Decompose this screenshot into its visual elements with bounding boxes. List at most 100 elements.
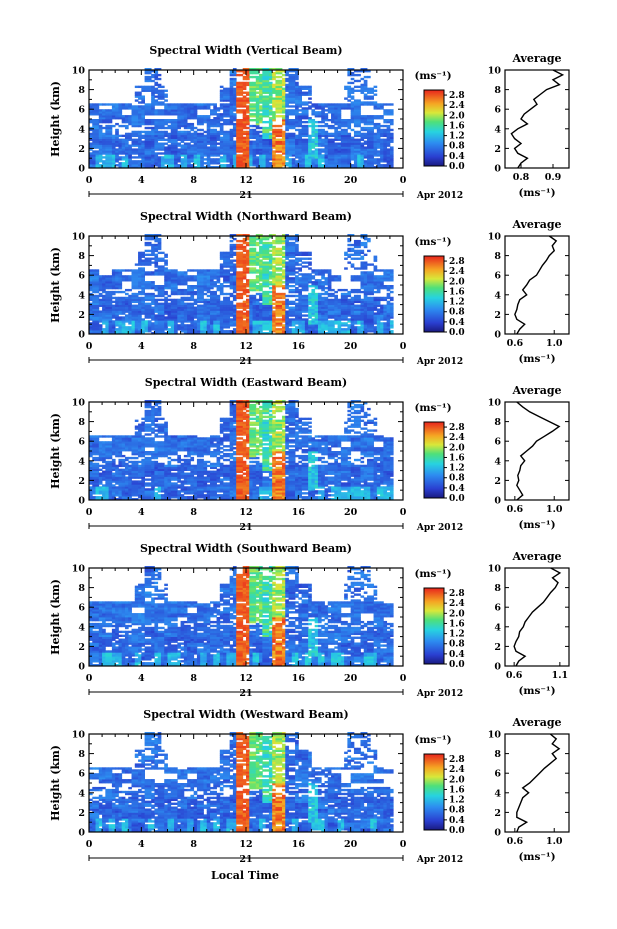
heatmap-cell bbox=[239, 310, 244, 313]
heatmap-cell bbox=[317, 130, 322, 134]
heatmap-cell bbox=[118, 103, 123, 106]
heatmap-cell bbox=[252, 279, 257, 282]
heatmap-cell bbox=[223, 122, 227, 126]
heatmap-cell bbox=[350, 97, 355, 100]
heatmap-cell bbox=[216, 119, 221, 122]
heatmap-cell bbox=[331, 134, 335, 138]
heatmap-cell bbox=[246, 130, 250, 134]
heatmap-cell bbox=[177, 324, 181, 327]
heatmap-cell bbox=[380, 124, 384, 128]
heatmap-cell bbox=[265, 120, 270, 124]
heatmap-cell bbox=[210, 166, 214, 169]
heatmap-cell bbox=[268, 75, 273, 79]
heatmap-cell bbox=[115, 122, 119, 126]
heatmap-cell bbox=[164, 154, 168, 157]
heatmap-cell bbox=[331, 115, 335, 118]
heatmap-cell bbox=[98, 111, 103, 114]
heatmap-cell bbox=[200, 119, 204, 122]
heatmap-cell bbox=[89, 298, 93, 302]
heatmap-cell bbox=[331, 148, 335, 151]
heatmap-cell bbox=[350, 156, 355, 159]
heatmap-cell bbox=[262, 73, 267, 77]
heatmap-cell bbox=[213, 150, 217, 153]
heatmap-cell bbox=[177, 124, 181, 128]
heatmap-cell bbox=[278, 148, 283, 151]
heatmap-cell bbox=[281, 111, 286, 114]
heatmap-cell bbox=[321, 154, 325, 157]
heatmap-cell bbox=[151, 73, 155, 77]
heatmap-cell bbox=[291, 136, 296, 139]
heatmap-cell bbox=[183, 109, 188, 112]
heatmap-cell bbox=[138, 122, 142, 126]
heatmap-cell bbox=[389, 166, 394, 169]
heatmap-cell bbox=[291, 124, 296, 128]
heatmap-cell bbox=[376, 130, 381, 134]
heatmap-cell bbox=[144, 257, 149, 260]
heatmap-cell bbox=[170, 134, 175, 138]
heatmap-cell bbox=[154, 156, 159, 159]
heatmap-cell bbox=[285, 144, 289, 147]
heatmap-cell bbox=[363, 119, 368, 122]
heatmap-cell bbox=[308, 93, 312, 96]
heatmap-cell bbox=[151, 164, 155, 167]
heatmap-cell bbox=[249, 97, 253, 100]
heatmap-cell bbox=[151, 144, 155, 147]
heatmap-cell bbox=[360, 87, 365, 90]
heatmap-cell bbox=[337, 130, 342, 134]
heatmap-cell bbox=[206, 148, 211, 151]
heatmap-cell bbox=[170, 130, 175, 134]
heatmap-cell bbox=[288, 146, 293, 149]
heatmap-cell bbox=[321, 109, 325, 112]
heatmap-cell bbox=[164, 267, 168, 270]
heatmap-cell bbox=[321, 103, 325, 106]
heatmap-cell bbox=[278, 128, 283, 132]
heatmap-cell bbox=[386, 140, 391, 143]
heatmap-cell bbox=[370, 89, 374, 92]
heatmap-cell bbox=[154, 154, 159, 157]
heatmap-cell bbox=[317, 136, 322, 139]
heatmap-cell bbox=[295, 91, 299, 94]
heatmap-cell bbox=[344, 164, 348, 167]
heatmap-cell bbox=[311, 154, 316, 157]
heatmap-cell bbox=[255, 144, 260, 147]
heatmap-cell bbox=[183, 160, 188, 163]
heatmap-cell bbox=[134, 134, 139, 138]
heatmap-cell bbox=[383, 154, 388, 157]
heatmap-cell bbox=[219, 148, 224, 151]
heatmap-cell bbox=[324, 144, 329, 147]
heatmap-cell bbox=[98, 160, 103, 163]
heatmap-cell bbox=[265, 71, 270, 75]
heatmap-cell bbox=[223, 296, 227, 300]
heatmap-cell bbox=[154, 126, 159, 130]
heatmap-cell bbox=[118, 164, 123, 167]
heatmap-cell bbox=[151, 107, 155, 110]
heatmap-cell bbox=[210, 140, 214, 143]
heatmap-cell bbox=[154, 136, 159, 139]
heatmap-cell bbox=[154, 243, 159, 247]
heatmap-cell bbox=[370, 134, 374, 138]
heatmap-cell bbox=[246, 142, 250, 145]
heatmap-cell bbox=[236, 148, 240, 151]
heatmap-cell bbox=[193, 152, 198, 155]
heatmap-cell bbox=[128, 154, 132, 157]
heatmap-cell bbox=[344, 138, 348, 141]
heatmap-cell bbox=[357, 107, 361, 110]
heatmap-cell bbox=[376, 164, 381, 167]
heatmap-cell bbox=[236, 83, 240, 87]
heatmap-cell bbox=[144, 103, 149, 106]
heatmap-cell bbox=[272, 71, 276, 75]
heatmap-cell bbox=[255, 292, 260, 296]
heatmap-cell bbox=[344, 132, 348, 136]
heatmap-cell bbox=[190, 152, 195, 155]
heatmap-cell bbox=[376, 132, 381, 136]
heatmap-cell bbox=[255, 136, 260, 139]
heatmap-cell bbox=[203, 162, 208, 165]
heatmap-cell bbox=[108, 162, 113, 165]
heatmap-cell bbox=[115, 296, 119, 300]
heatmap-cell bbox=[147, 105, 152, 108]
heatmap-cell bbox=[353, 85, 358, 89]
heatmap-cell bbox=[229, 103, 234, 106]
heatmap-cell bbox=[160, 298, 165, 302]
heatmap-cell bbox=[314, 140, 319, 143]
heatmap-cell bbox=[147, 77, 152, 81]
